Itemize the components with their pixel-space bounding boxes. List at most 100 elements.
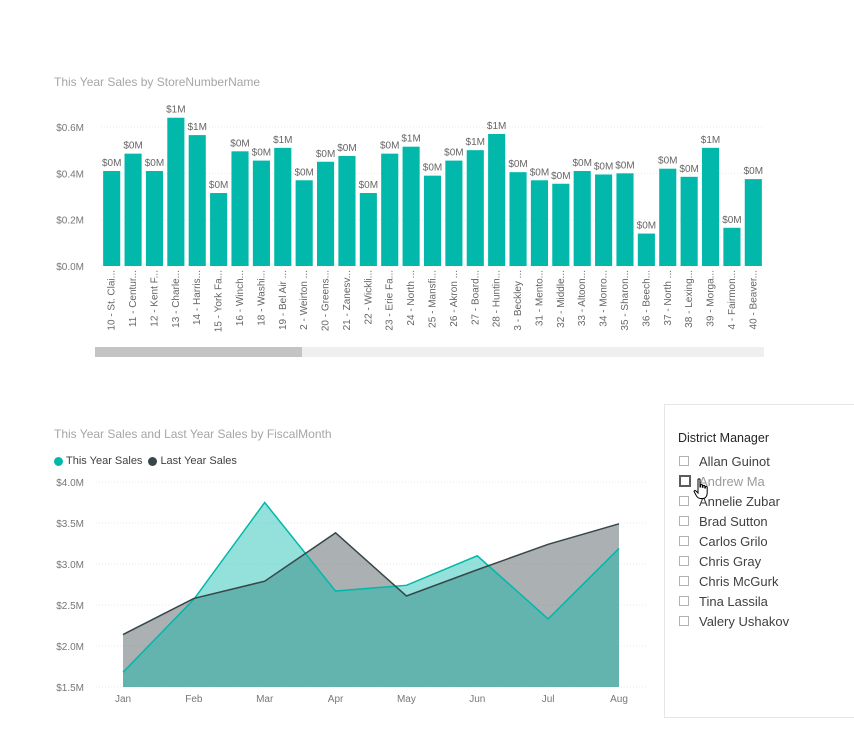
x-tick-label: Jul [542,694,555,705]
bar-chart-scrollbar[interactable] [95,347,764,357]
y-tick-label: $3.0M [56,560,84,571]
x-tick-label: 40 - Beaver... [748,270,759,329]
data-label: $0M [637,221,656,232]
bar [338,155,356,266]
slicer-item-label: Allan Guinot [699,453,770,469]
legend-label: This Year Sales [66,455,143,467]
slicer-item[interactable]: Allan Guinot [679,451,789,471]
x-tick-label: May [397,694,416,705]
checkbox-icon[interactable] [679,496,689,506]
slicer-item-label: Chris Gray [699,553,762,569]
area-this-year-sales [123,502,619,687]
checkbox-icon[interactable] [679,536,689,546]
x-tick-label: 16 - Winch... [235,270,246,326]
data-label: $0M [359,180,378,191]
x-tick-label: 23 - Erie Fa... [385,270,396,331]
bar [252,160,270,266]
bar [359,193,377,266]
slicer-item[interactable]: Annelie Zubar [679,491,789,511]
bar-chart: $0.0M $0.2M $0.4M $0.6M $0M 10 - St. Clai... $… [56,105,764,332]
x-tick-label: 38 - Lexing... [684,270,695,328]
checkbox-icon[interactable] [679,576,689,586]
data-label: $0M [551,171,570,182]
bar [573,171,591,266]
checkbox-icon[interactable] [679,456,689,466]
bar [423,175,442,266]
y-tick-label: $4.0M [56,478,84,489]
bar [595,174,613,266]
x-tick-label: 10 - St. Clai... [107,270,118,331]
data-label: $0M [316,149,335,160]
x-tick-label: 39 - Morga... [706,270,717,327]
line-last-year-sales [122,523,620,636]
bar [103,171,121,266]
legend-item-this-year[interactable]: This Year Sales [54,455,142,467]
x-tick-label: 21 - Zanesv... [342,270,353,330]
checkbox-icon[interactable] [679,616,689,626]
bar [723,227,741,266]
data-label: $0M [658,156,677,167]
slicer-item[interactable]: Carlos Grilo [679,531,789,551]
x-tick-label: 36 - Beech... [641,270,652,327]
slicer-item-label: Tina Lassila [699,593,768,609]
slicer-item[interactable]: Chris Gray [679,551,789,571]
district-manager-slicer: District Manager Allan Guinot Andrew Ma … [664,404,854,718]
bar-chart-scrollbar-thumb[interactable] [95,347,302,357]
bar [744,179,762,266]
slicer-item[interactable]: Andrew Ma [679,471,789,491]
x-tick-label: 26 - Akron ... [449,270,460,327]
x-tick-label: 3 - Beckley ... [513,270,524,331]
bar [509,172,527,266]
legend-dot-icon [54,456,63,466]
bar [488,133,506,266]
bar-chart-title: This Year Sales by StoreNumberName [54,75,261,89]
x-tick-label: 34 - Monro... [599,270,610,327]
x-tick-label: 11 - Centur... [128,270,139,327]
legend-item-last-year[interactable]: Last Year Sales [148,455,237,467]
x-tick-label: 33 - Altoon... [577,270,588,326]
data-label: $1M [466,137,485,148]
x-tick-label: 32 - Middle... [556,270,567,328]
data-label: $0M [594,161,613,172]
data-label: $0M [294,167,313,178]
bar [637,233,655,266]
y-tick-label: $0.0M [56,262,84,273]
checkbox-icon[interactable] [679,556,689,566]
slicer-item-label: Valery Ushakov [699,613,790,629]
data-label: $0M [145,158,164,169]
data-label: $0M [508,159,527,170]
x-tick-label: 14 - Harris... [192,270,203,325]
slicer-item-label: Brad Sutton [699,513,768,529]
data-label: $0M [252,148,271,159]
y-tick-label: $0.6M [56,123,84,134]
bar [188,135,206,266]
bar [381,153,399,266]
x-tick-label: Jun [469,694,485,705]
data-label: $0M [123,141,142,152]
bar [445,160,463,266]
y-tick-label: $3.5M [56,519,84,530]
x-tick-label: 20 - Greens... [321,270,332,331]
x-tick-label: Jan [115,694,131,705]
slicer-item[interactable]: Tina Lassila [679,591,789,611]
data-label: $1M [701,135,720,146]
x-tick-label: Mar [256,694,274,705]
y-tick-label: $2.5M [56,601,84,612]
data-label: $0M [380,141,399,152]
data-label: $0M [444,148,463,159]
slicer-item[interactable]: Brad Sutton [679,511,789,531]
hand-pointer-icon [693,478,708,499]
data-label: $0M [209,180,228,191]
bar [124,153,142,266]
data-label: $1M [401,134,420,145]
slicer-item[interactable]: Valery Ushakov [679,611,789,631]
x-tick-label: Apr [328,694,344,705]
checkbox-icon[interactable] [679,596,689,606]
slicer-list: Allan Guinot Andrew Ma Annelie Zubar Bra… [679,451,789,631]
x-tick-label: 31 - Mento... [534,270,545,326]
checkbox-icon[interactable] [679,475,691,487]
y-tick-label: $2.0M [56,642,84,653]
checkbox-icon[interactable] [679,516,689,526]
slicer-item[interactable]: Chris McGurk [679,571,789,591]
slicer-item-label: Annelie Zubar [699,493,780,509]
